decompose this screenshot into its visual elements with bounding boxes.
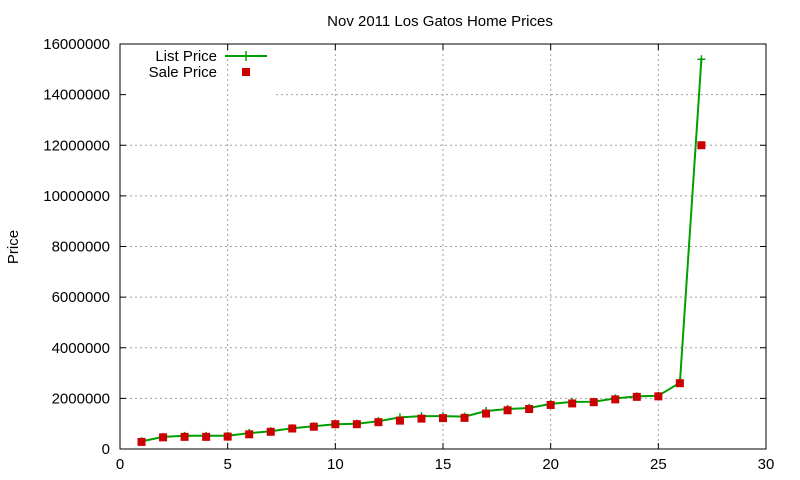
y-tick-label: 16000000 [43,36,110,53]
tick-labels: 0 5 10 15 20 25 30 0 2000000 4000000 6000000 800000… [43,36,774,473]
sale-price-point [439,414,447,423]
y-tick-label: 2000000 [52,390,110,407]
x-tick-label: 20 [542,456,559,473]
y-tick-label: 6000000 [52,289,110,306]
sale-price-point [417,414,426,423]
x-tick-label: 25 [650,456,667,473]
y-axis-label: Price [5,230,22,264]
x-tick-label: 15 [435,456,452,473]
legend-marker-list-price [241,51,251,61]
sale-price-point [352,420,361,429]
sale-price-point [568,399,577,408]
sale-price-point [697,141,706,150]
sale-price-point [525,405,534,414]
legend: List Price Sale Price [149,48,267,81]
sale-price-point [223,432,232,441]
sale-price-point [503,406,512,415]
sale-price-point [654,392,663,401]
sale-price-point [202,432,211,441]
sale-price-point [589,398,598,407]
sale-price-point [395,416,404,425]
sale-price-point [546,400,555,409]
sale-price-point [159,433,168,442]
y-tick-label: 10000000 [43,188,110,205]
y-tick-label: 0 [102,441,110,458]
legend-label-list-price: List Price [155,48,217,65]
x-tick-label: 10 [327,456,344,473]
x-tick-label: 0 [116,456,124,473]
y-tick-label: 8000000 [52,239,110,256]
sale-price-point [309,422,318,431]
y-tick-label: 12000000 [43,137,110,154]
y-tick-label: 4000000 [52,340,110,357]
sale-price-point [288,424,297,433]
sale-price-point [460,413,469,422]
sale-price-point [331,420,340,429]
y-tick-label: 14000000 [43,87,110,104]
x-tick-label: 30 [758,456,775,473]
list-price-point [697,55,706,64]
legend-label-sale-price: Sale Price [149,64,217,81]
legend-marker-sale-price [242,68,250,76]
sale-price-point [245,430,254,439]
x-tick-label: 5 [223,456,231,473]
sale-price-point [675,379,684,388]
sale-price-point [266,427,275,436]
plot-area-border [119,43,767,450]
series-line-list-price [141,59,703,443]
chart-title: Nov 2011 Los Gatos Home Prices [327,13,553,30]
sale-price-point [611,395,620,404]
sale-price-point [632,392,641,401]
sale-price-point [180,432,189,441]
sale-price-point [374,418,383,427]
grid [120,44,766,449]
sale-price-point [482,409,491,418]
series [137,55,706,446]
sale-price-point [137,437,146,446]
